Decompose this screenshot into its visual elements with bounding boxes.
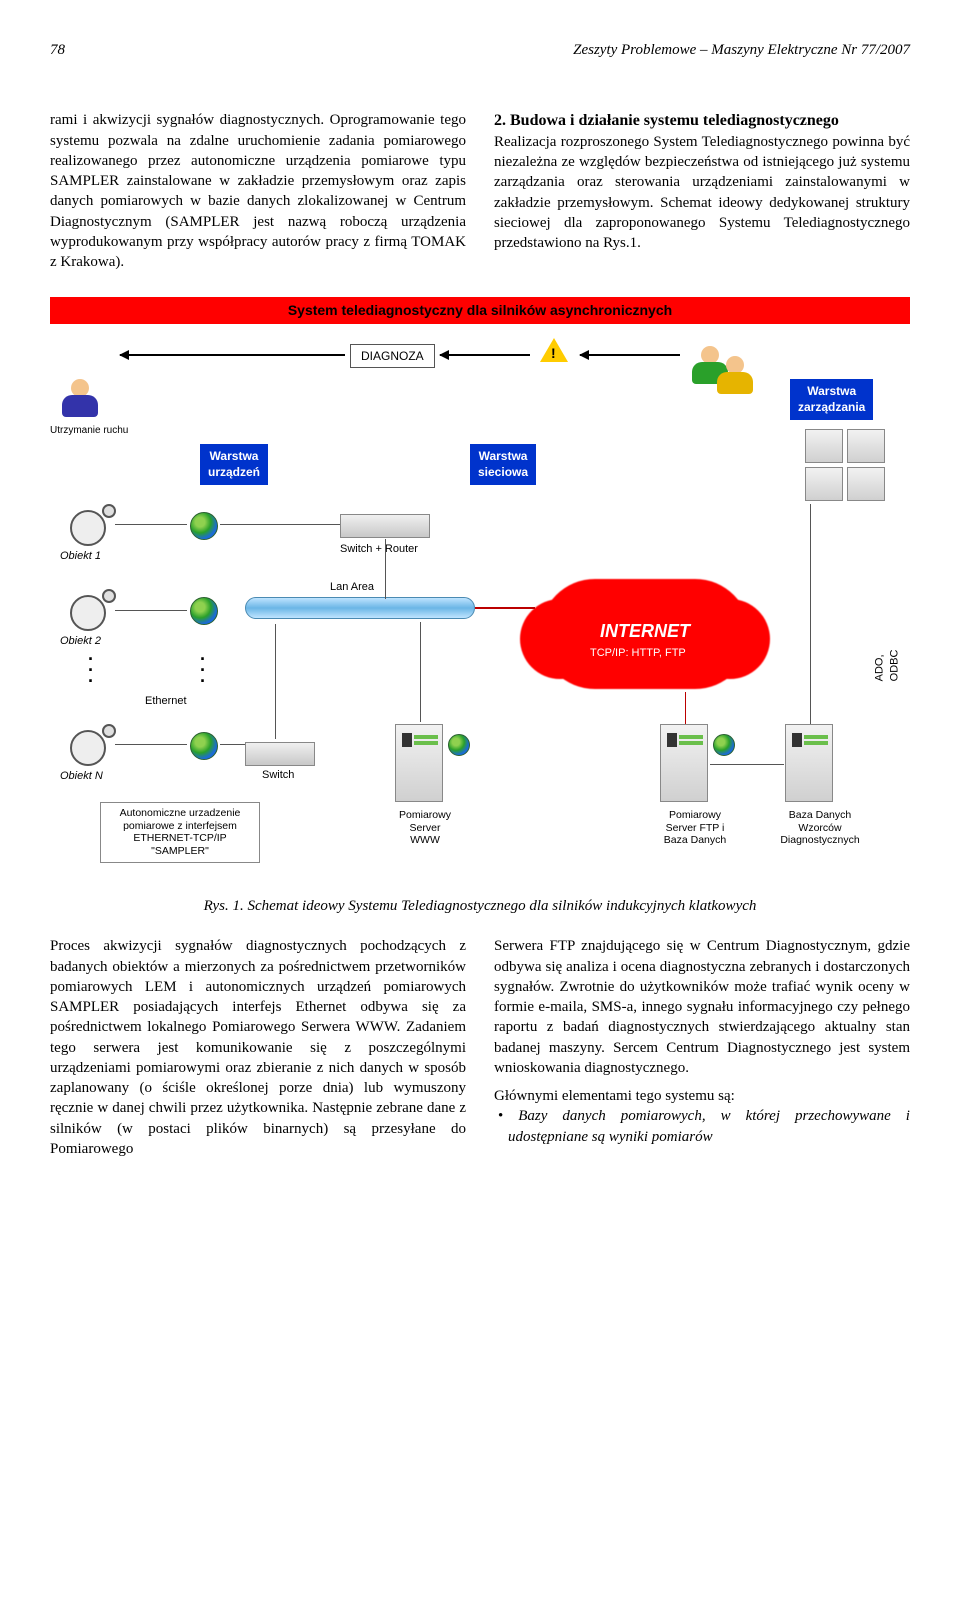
mgmt-avatar2-icon (715, 356, 755, 396)
arrow-right-icon (580, 354, 680, 356)
ftp-server-icon (660, 724, 708, 802)
server-rack-icon (805, 429, 885, 501)
www-server-icon (395, 724, 443, 802)
internet-label: INTERNET (540, 619, 750, 643)
obiekt2-icon (70, 589, 112, 631)
warning-icon (540, 338, 568, 362)
obiekt1-label: Obiekt 1 (60, 549, 101, 564)
bullet-item: • Bazy danych pomiarowych, w której prze… (494, 1106, 910, 1147)
arrow-left-icon (120, 354, 345, 356)
upper-left-paragraph: rami i akwizycji sygnałów diagnostycznyc… (50, 110, 466, 272)
line-icon (220, 524, 340, 525)
line-icon (115, 744, 187, 745)
warstwa-zarzadzania-label: Warstwa zarządzania (790, 379, 873, 419)
diagram-container: System telediagnostyczny dla silników as… (50, 297, 910, 884)
lower-two-column: Proces akwizycji sygnałów diagnostycznyc… (50, 936, 910, 1159)
dots-mid-icon: ··· (200, 654, 206, 686)
ftp-globe-icon (713, 734, 735, 756)
lan-label: Lan Area (330, 580, 374, 595)
utrzymanie-label: Utrzymanie ruchu (50, 424, 128, 438)
arrow-mid-icon (440, 354, 530, 356)
db-server-icon (785, 724, 833, 802)
line-icon (385, 539, 386, 599)
page-header: 78 Zeszyty Problemowe – Maszyny Elektryc… (50, 40, 910, 60)
lan-pipe-icon (245, 597, 475, 619)
ftp-caption: Pomiarowy Server FTP i Baza Danych (645, 809, 745, 847)
globe2-icon (190, 597, 218, 625)
lower-right-paragraph2: Głównymi elementami tego systemu są: (494, 1086, 910, 1106)
upper-right-paragraph: Realizacja rozproszonego System Telediag… (494, 132, 910, 254)
warstwa-sieciowa-label: Warstwa sieciowa (470, 444, 536, 484)
sampler-caption: Autonomiczne urzadzenie pomiarowe z inte… (100, 802, 260, 862)
maintenance-avatar-icon (60, 379, 100, 419)
tcp-label: TCP/IP: HTTP, FTP (590, 646, 686, 661)
figure-caption: Rys. 1. Schemat ideowy Systemu Telediagn… (50, 896, 910, 916)
obiektN-label: Obiekt N (60, 769, 103, 784)
lower-right-paragraph1: Serwera FTP znajdującego się w Centrum D… (494, 936, 910, 1078)
line-icon (220, 744, 245, 745)
www-caption: Pomiarowy Server WWW (380, 809, 470, 847)
www-globe-icon (448, 734, 470, 756)
db-caption: Baza Danych Wzorców Diagnostycznych (765, 809, 875, 847)
switch-router-icon (340, 514, 430, 538)
line-icon (115, 610, 187, 611)
warstwa-urzadzen-label: Warstwa urządzeń (200, 444, 268, 484)
line-icon (710, 764, 784, 765)
line-icon (810, 504, 811, 724)
bullet-text: Bazy danych pomiarowych, w której przech… (508, 1108, 910, 1144)
ado-odbc-label: ADO, ODBC (873, 636, 903, 681)
switch-icon (245, 742, 315, 766)
line-icon (420, 622, 421, 722)
diagnoza-box: DIAGNOZA (350, 344, 435, 368)
ethernet-label: Ethernet (145, 694, 187, 709)
obiekt1-icon (70, 504, 112, 546)
line-icon (275, 624, 276, 739)
lower-left-paragraph: Proces akwizycji sygnałów diagnostycznyc… (50, 936, 466, 1159)
obiekt2-label: Obiekt 2 (60, 634, 101, 649)
line-icon (475, 607, 535, 609)
line-icon (115, 524, 187, 525)
switch-router-label: Switch + Router (340, 542, 418, 557)
section-heading: 2. Budowa i działanie systemu telediagno… (494, 110, 910, 132)
diagram-body: Utrzymanie ruchu DIAGNOZA Warstwa urządz… (50, 324, 910, 884)
globeN-icon (190, 732, 218, 760)
journal-title: Zeszyty Problemowe – Maszyny Elektryczne… (573, 40, 910, 60)
dots-left-icon: ··· (88, 654, 94, 686)
switch-label: Switch (262, 768, 294, 783)
page-number: 78 (50, 40, 65, 60)
obiektN-icon (70, 724, 112, 766)
line-icon (685, 692, 686, 724)
upper-two-column: rami i akwizycji sygnałów diagnostycznyc… (50, 110, 910, 272)
diagram-title: System telediagnostyczny dla silników as… (50, 297, 910, 324)
globe1-icon (190, 512, 218, 540)
